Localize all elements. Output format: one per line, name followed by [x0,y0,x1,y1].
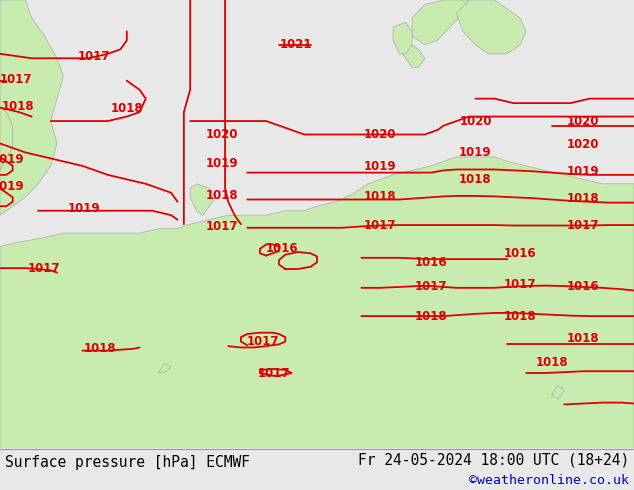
Text: 1018: 1018 [364,190,397,203]
Text: 1021: 1021 [279,38,312,51]
Text: 1019: 1019 [364,160,397,173]
Text: 1018: 1018 [415,310,448,322]
Text: 1016: 1016 [266,243,299,255]
Text: 1017: 1017 [364,219,397,232]
Text: 1017: 1017 [503,278,536,291]
Text: 1016: 1016 [415,256,448,269]
Text: 1020: 1020 [567,115,600,127]
Text: 1018: 1018 [205,189,238,201]
Text: 1018: 1018 [503,310,536,322]
Polygon shape [0,0,63,215]
Text: 1018: 1018 [110,102,143,115]
Polygon shape [0,157,634,448]
Text: 1019: 1019 [0,180,25,194]
Polygon shape [456,0,526,54]
Text: 1018: 1018 [1,100,34,113]
Text: Surface pressure [hPa] ECMWF: Surface pressure [hPa] ECMWF [5,455,250,470]
Text: ©weatheronline.co.uk: ©weatheronline.co.uk [469,474,629,488]
Text: 1019: 1019 [205,157,238,170]
Text: 1016: 1016 [567,280,600,294]
Text: 1019: 1019 [459,146,492,159]
Polygon shape [190,184,216,215]
Text: 1019: 1019 [67,202,100,215]
Text: 1018: 1018 [459,173,492,186]
Text: 1017: 1017 [77,50,110,63]
Text: 1019: 1019 [0,153,25,166]
Text: 1018: 1018 [84,343,117,355]
Polygon shape [552,386,564,399]
Polygon shape [158,363,171,372]
Text: 1018: 1018 [567,192,600,205]
Text: 1017: 1017 [567,219,600,232]
Polygon shape [393,23,412,54]
Text: 1018: 1018 [567,332,600,345]
Text: 1020: 1020 [205,128,238,141]
Text: 1017: 1017 [28,262,61,274]
Text: 1017: 1017 [0,74,32,86]
Text: 1016: 1016 [503,247,536,260]
Polygon shape [399,45,425,67]
Text: 1018: 1018 [535,356,568,369]
Text: 1017: 1017 [205,220,238,233]
Text: 1019: 1019 [567,165,600,178]
Polygon shape [412,0,469,45]
Text: 1020: 1020 [459,115,492,127]
Text: 1020: 1020 [567,138,600,151]
Polygon shape [0,108,13,171]
Text: 1020: 1020 [364,128,397,141]
Text: 1017: 1017 [247,335,280,348]
Text: 1017: 1017 [415,280,448,294]
Text: 1017: 1017 [257,367,290,380]
Text: Fr 24-05-2024 18:00 UTC (18+24): Fr 24-05-2024 18:00 UTC (18+24) [358,452,629,467]
